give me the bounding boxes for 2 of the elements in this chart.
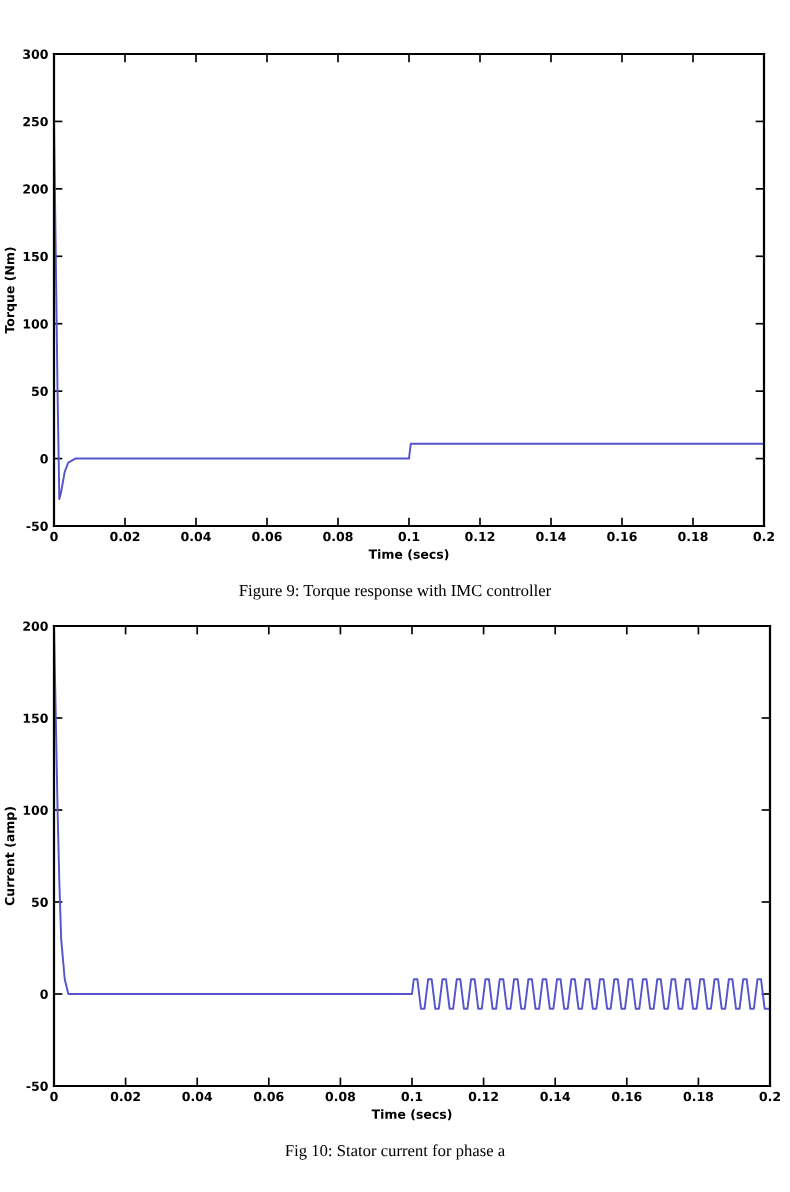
caption: Figure 9: Torque response with IMC controller: [239, 584, 552, 600]
caption: Fig 10: Stator current for phase a: [285, 1144, 505, 1160]
